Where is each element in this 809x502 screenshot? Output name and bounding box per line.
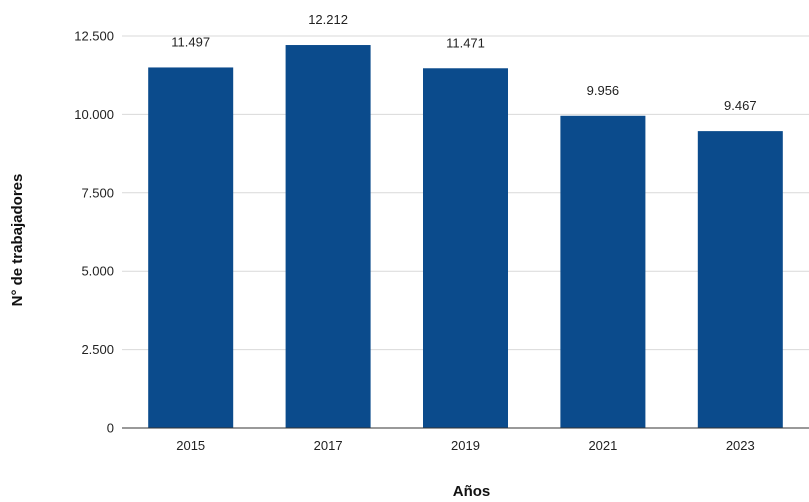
data-label: 9.467	[724, 98, 757, 113]
x-axis-title: Años	[453, 483, 491, 500]
x-tick-label: 2017	[314, 438, 343, 453]
y-tick-label: 10.000	[74, 107, 114, 122]
y-axis-title: N° de trabajadores	[9, 174, 26, 307]
bar-2023	[697, 131, 783, 429]
bar-2015	[148, 67, 234, 429]
x-axis-tick-labels: 2015 2017 2019 2021 2023	[176, 438, 755, 453]
data-label: 9.956	[587, 83, 620, 98]
x-tick-label: 2019	[451, 438, 480, 453]
y-tick-label: 12.500	[74, 29, 114, 44]
bar-2021	[560, 115, 646, 428]
bar-2017	[285, 45, 371, 429]
bars	[148, 45, 783, 429]
y-tick-label: 0	[107, 421, 114, 436]
bar-2019	[423, 68, 508, 428]
data-label: 11.471	[446, 35, 485, 50]
data-label: 12.212	[308, 12, 348, 27]
y-tick-label: 7.500	[81, 185, 114, 200]
x-tick-label: 2021	[588, 438, 617, 453]
y-axis-tick-labels: 0 2.500 5.000 7.500 10.000 12.500	[74, 29, 114, 436]
y-tick-label: 2.500	[81, 342, 114, 357]
x-tick-label: 2023	[726, 438, 755, 453]
data-label: 11.497	[171, 34, 210, 49]
data-labels: 11.497 12.212 11.471 9.956 9.467	[171, 12, 756, 113]
x-tick-label: 2015	[176, 438, 205, 453]
y-tick-label: 5.000	[81, 264, 114, 279]
